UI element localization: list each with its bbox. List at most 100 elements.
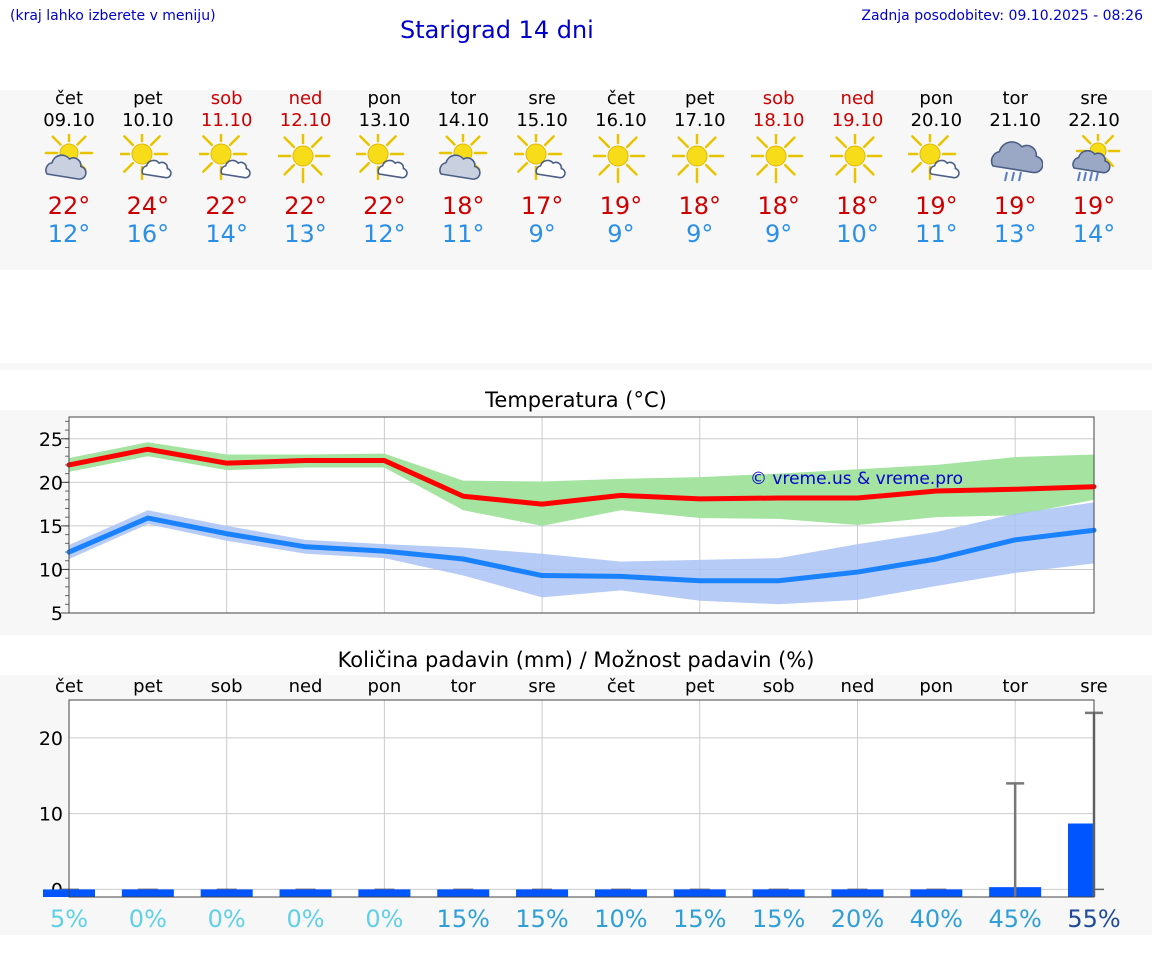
y-tick-label: 15: [39, 516, 63, 538]
location-hint: (kraj lahko izberete v meniju): [10, 8, 216, 24]
precipitation-probability: 40%: [909, 905, 963, 933]
precipitation-bar: [279, 889, 332, 897]
precipitation-bar: [1068, 823, 1094, 897]
watermark-text: © vreme.us & vreme.pro: [750, 469, 963, 489]
min-temperature: 12°: [363, 220, 406, 248]
precipitation-bar: [437, 889, 490, 897]
precipitation-day-label: pet: [133, 676, 163, 697]
max-temperature: 22°: [363, 192, 406, 220]
day-date: 18.10: [752, 110, 805, 131]
precipitation-day-label: sob: [762, 676, 795, 697]
precipitation-chart-title: Količina padavin (mm) / Možnost padavin …: [337, 648, 815, 672]
partly-cloudy-icon: [439, 134, 488, 180]
sun-small-cloud-icon: [514, 134, 566, 181]
day-date: 20.10: [910, 110, 963, 131]
sun-small-cloud-icon: [908, 134, 961, 181]
day-name: pon: [919, 88, 954, 109]
day-column: pet 10.10 24° 16°: [109, 88, 187, 248]
day-name: čet: [54, 88, 84, 109]
min-temperature: 11°: [441, 220, 485, 248]
min-temperature: 10°: [836, 220, 879, 248]
precipitation-chart: 01020: [39, 699, 1104, 901]
temperature-chart-title: Temperatura (°C): [485, 388, 667, 412]
precipitation-day-label: tor: [450, 676, 476, 697]
day-column: čet 16.10 19° 9°: [582, 88, 660, 248]
day-name: tor: [1002, 88, 1028, 109]
precipitation-day-label: čet: [54, 676, 84, 697]
min-temperature: 9°: [607, 220, 635, 248]
day-column: pon 13.10 22° 12°: [345, 88, 423, 248]
precipitation-probability: 20%: [830, 905, 885, 933]
precipitation-probability: 5%: [49, 905, 89, 933]
precipitation-probability: 15%: [515, 905, 569, 933]
day-date: 15.10: [516, 110, 568, 131]
plot-frame: [68, 699, 1095, 898]
daily-forecast: čet 09.10 22° 12° pet 10.10 24° 16° sob 11.10 22° 1…: [30, 88, 1134, 258]
precipitation-probability: 15%: [673, 905, 727, 933]
precipitation-bar: [673, 889, 726, 897]
day-date: 17.10: [674, 110, 726, 131]
precipitation-day-label: pet: [684, 676, 715, 697]
divider-band: [0, 363, 1152, 370]
y-tick-label: 10: [39, 804, 63, 826]
sun-icon: [829, 134, 882, 184]
day-name: sre: [528, 88, 556, 109]
max-temperature: 19°: [915, 192, 958, 220]
min-temperature: 9°: [528, 220, 556, 248]
precipitation-probability: 55%: [1067, 905, 1121, 933]
daily-forecast-band: [0, 90, 1152, 270]
day-column: sre 15.10 17° 9°: [503, 88, 581, 248]
precipitation-bar: [121, 889, 174, 897]
max-temperature: 22°: [284, 192, 327, 220]
precipitation-day-label: pon: [919, 676, 954, 697]
sun-small-cloud-icon: [119, 134, 172, 181]
precipitation-probability: 0%: [207, 905, 246, 933]
cloud-rain-icon: [991, 141, 1044, 182]
min-temperature: 14°: [205, 220, 248, 248]
precipitation-bar: [516, 889, 569, 897]
precipitation-probability: 0%: [365, 905, 404, 933]
precipitation-probability: 45%: [988, 905, 1042, 933]
max-temperature: 24°: [126, 192, 170, 220]
day-name: pon: [367, 88, 402, 109]
day-column: ned 12.10 22° 13°: [267, 88, 345, 248]
day-date: 14.10: [437, 110, 490, 131]
page-title: Starigrad 14 dni: [400, 16, 594, 44]
precipitation-bar: [752, 889, 805, 897]
min-temperature: 14°: [1072, 220, 1116, 248]
sun-icon: [671, 134, 725, 184]
day-name: sob: [210, 88, 243, 109]
day-column: sob 11.10 22° 14°: [188, 88, 266, 248]
temperature-chart: 5 10 15 20 25 © vreme.us & vreme.pro: [39, 416, 1097, 625]
plot-frame: [68, 416, 1095, 614]
precipitation-day-label: sre: [1080, 676, 1108, 697]
day-date: 19.10: [831, 110, 884, 131]
day-name: sre: [1080, 88, 1108, 109]
y-tick-label: 5: [51, 603, 63, 625]
max-temperature: 22°: [205, 192, 248, 220]
day-date: 11.10: [200, 110, 253, 131]
day-column: pon 20.10 19° 11°: [897, 88, 975, 248]
max-temperature: 22°: [47, 192, 91, 220]
day-date: 21.10: [989, 110, 1041, 131]
day-date: 09.10: [43, 110, 95, 131]
max-temperature: 19°: [1072, 192, 1116, 220]
day-name: ned: [840, 88, 875, 109]
partly-cloudy-icon: [44, 134, 94, 180]
day-name: tor: [450, 88, 476, 109]
max-temperature-band: [69, 442, 1094, 526]
precipitation-bar: [358, 889, 411, 897]
precipitation-day-label: tor: [1002, 676, 1028, 697]
y-tick-label: 10: [39, 559, 63, 581]
precipitation-day-label: pon: [367, 676, 402, 697]
day-column: sre 22.10 19° 14°: [1055, 88, 1133, 248]
max-temperature: 17°: [520, 192, 564, 220]
sun-rain-icon: [1072, 134, 1121, 182]
day-date: 16.10: [595, 110, 647, 131]
min-temperature: 13°: [284, 220, 327, 248]
sun-small-cloud-icon: [198, 134, 251, 181]
y-tick-label: 25: [39, 429, 63, 451]
day-name: ned: [288, 88, 323, 109]
sun-icon: [592, 134, 646, 184]
precipitation-probability: 15%: [436, 905, 490, 933]
